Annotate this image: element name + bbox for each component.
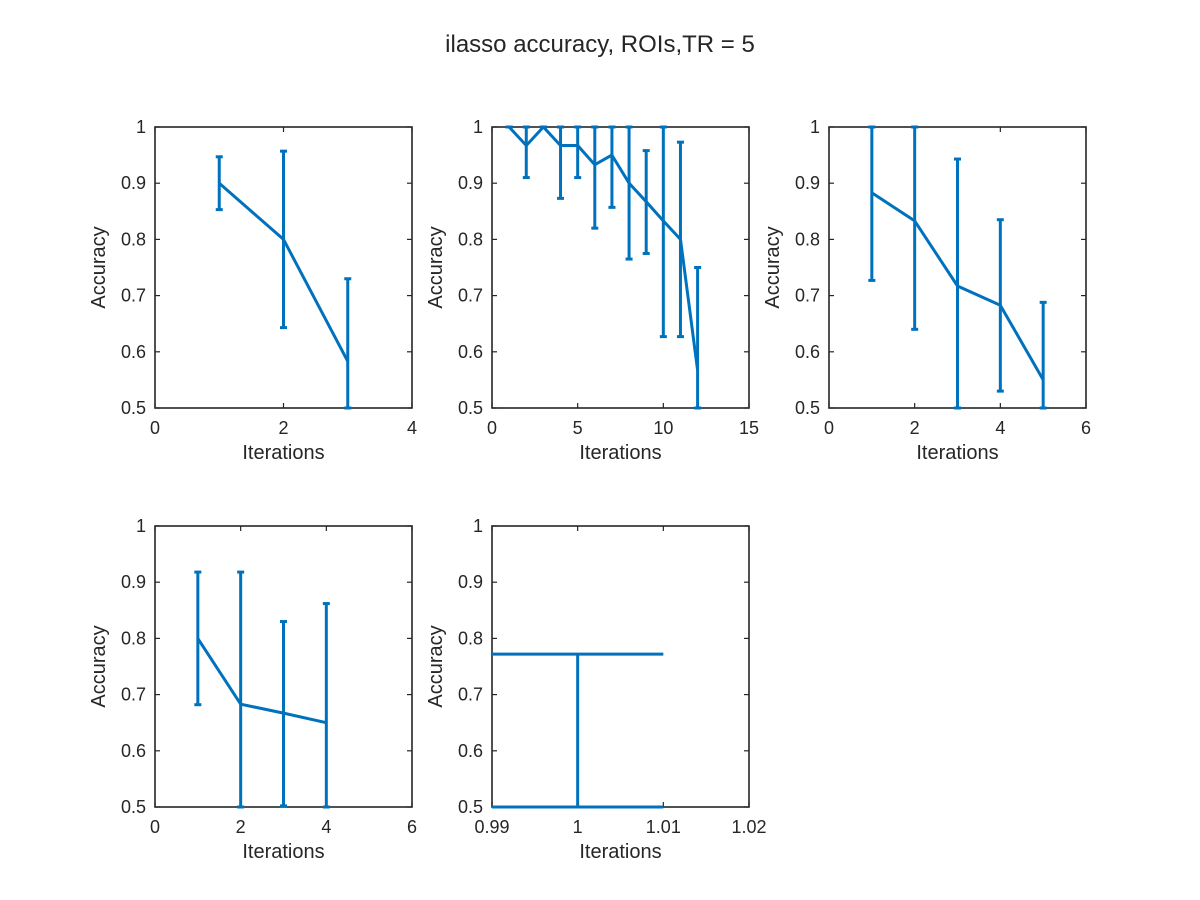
- y-tick-label: 0.6: [458, 342, 483, 362]
- error-bar: [574, 125, 582, 180]
- y-tick-label: 0.6: [458, 741, 483, 761]
- figure-title: ilasso accuracy, ROIs,TR = 5: [445, 31, 755, 58]
- y-tick-label: 0.9: [458, 572, 483, 592]
- subplot-3: 0 2 4 6 0.5 0.6 0.7 0.8 0.9 1 Iterations Accuracy: [762, 117, 1091, 464]
- error-bar: [492, 652, 664, 809]
- y-tick-label: 0.5: [458, 797, 483, 817]
- error-bar: [996, 218, 1004, 393]
- y-axis-label: Accuracy: [425, 625, 447, 707]
- y-tick-label: 0.5: [121, 797, 146, 817]
- subplot-5: 0.99 1 1.01 1.02 0.5 0.6 0.7 0.8 0.9 1 Iterations A…: [425, 516, 767, 863]
- error-bar: [1039, 300, 1047, 410]
- x-tick-label: 5: [573, 418, 583, 438]
- y-tick-label: 0.6: [121, 741, 146, 761]
- y-tick-label: 0.7: [121, 685, 146, 705]
- y-axis-label: Accuracy: [762, 226, 784, 308]
- y-tick-label: 0.8: [121, 628, 146, 648]
- error-bar: [522, 125, 530, 180]
- x-tick-label: 2: [236, 817, 246, 837]
- error-bar: [608, 125, 616, 209]
- error-bar: [625, 125, 633, 261]
- y-tick-label: 0.8: [458, 628, 483, 648]
- y-tick-label: 0.7: [458, 286, 483, 306]
- x-tick-label: 1.01: [646, 817, 681, 837]
- y-tick-label: 0.7: [121, 286, 146, 306]
- error-bar: [591, 125, 599, 230]
- error-bar: [676, 140, 684, 339]
- y-tick-label: 0.8: [795, 229, 820, 249]
- error-bar: [954, 157, 961, 410]
- y-tick-label: 0.6: [121, 342, 146, 362]
- y-tick-label: 0.8: [121, 229, 146, 249]
- y-tick-label: 0.9: [795, 173, 820, 193]
- error-bar: [280, 149, 287, 330]
- x-tick-label: 4: [995, 418, 1005, 438]
- x-tick-label: 6: [1081, 418, 1091, 438]
- error-bar: [215, 155, 223, 212]
- error-bar: [344, 277, 352, 410]
- x-axis-label: Iterations: [579, 841, 661, 863]
- error-bar: [642, 149, 650, 255]
- x-tick-label: 4: [407, 418, 417, 438]
- subplot-1: 0 2 4 0.5 0.6 0.7 0.8 0.9 1 Iterations Accuracy: [88, 117, 417, 464]
- y-tick-label: 1: [473, 516, 483, 536]
- y-tick-label: 0.6: [795, 342, 820, 362]
- x-axis-label: Iterations: [242, 442, 324, 464]
- error-bar: [557, 125, 565, 200]
- y-axis-label: Accuracy: [88, 226, 110, 308]
- y-axis-label: Accuracy: [88, 625, 110, 707]
- y-tick-label: 1: [136, 117, 146, 137]
- series-line: [508, 125, 700, 371]
- x-tick-label: 1.02: [731, 817, 766, 837]
- y-tick-label: 0.5: [121, 398, 146, 418]
- error-bar: [911, 125, 919, 331]
- x-tick-label: 2: [910, 418, 920, 438]
- y-tick-label: 0.5: [795, 398, 820, 418]
- y-tick-label: 0.9: [121, 173, 146, 193]
- subplot-4: 0 2 4 6 0.5 0.6 0.7 0.8 0.9 1 Iterations Accuracy: [88, 516, 417, 863]
- x-tick-label: 0: [487, 418, 497, 438]
- axes-frame: [491, 525, 750, 808]
- error-bar: [868, 125, 876, 282]
- error-bar: [659, 125, 667, 339]
- error-bar: [322, 602, 330, 809]
- subplots: 0 2 4 0.5 0.6 0.7 0.8 0.9 1 Iterations Accuracy 0 5 1…: [88, 117, 1091, 863]
- y-tick-label: 0.9: [458, 173, 483, 193]
- subplot-2: 0 5 10 15 0.5 0.6 0.7 0.8 0.9 1 Iterations Accuracy: [425, 117, 759, 464]
- x-tick-label: 0.99: [474, 817, 509, 837]
- x-tick-label: 10: [653, 418, 673, 438]
- x-tick-label: 1: [573, 817, 583, 837]
- y-axis-label: Accuracy: [425, 226, 447, 308]
- y-tick-label: 1: [810, 117, 820, 137]
- x-tick-label: 15: [739, 418, 759, 438]
- x-axis-label: Iterations: [242, 841, 324, 863]
- axes-frame: [491, 126, 750, 409]
- x-tick-label: 0: [150, 418, 160, 438]
- x-tick-label: 0: [824, 418, 834, 438]
- y-tick-label: 1: [136, 516, 146, 536]
- x-axis-label: Iterations: [579, 442, 661, 464]
- y-tick-label: 0.5: [458, 398, 483, 418]
- y-tick-label: 0.9: [121, 572, 146, 592]
- x-tick-label: 0: [150, 817, 160, 837]
- y-tick-label: 0.7: [795, 286, 820, 306]
- error-bar: [694, 266, 702, 410]
- x-tick-label: 4: [321, 817, 331, 837]
- y-tick-label: 1: [473, 117, 483, 137]
- series-line: [196, 637, 327, 725]
- error-bar: [280, 620, 287, 808]
- x-tick-label: 2: [278, 418, 288, 438]
- error-bar: [194, 570, 202, 707]
- x-axis-label: Iterations: [916, 442, 998, 464]
- x-tick-label: 6: [407, 817, 417, 837]
- y-tick-label: 0.8: [458, 229, 483, 249]
- error-bar: [237, 570, 245, 809]
- y-tick-label: 0.7: [458, 685, 483, 705]
